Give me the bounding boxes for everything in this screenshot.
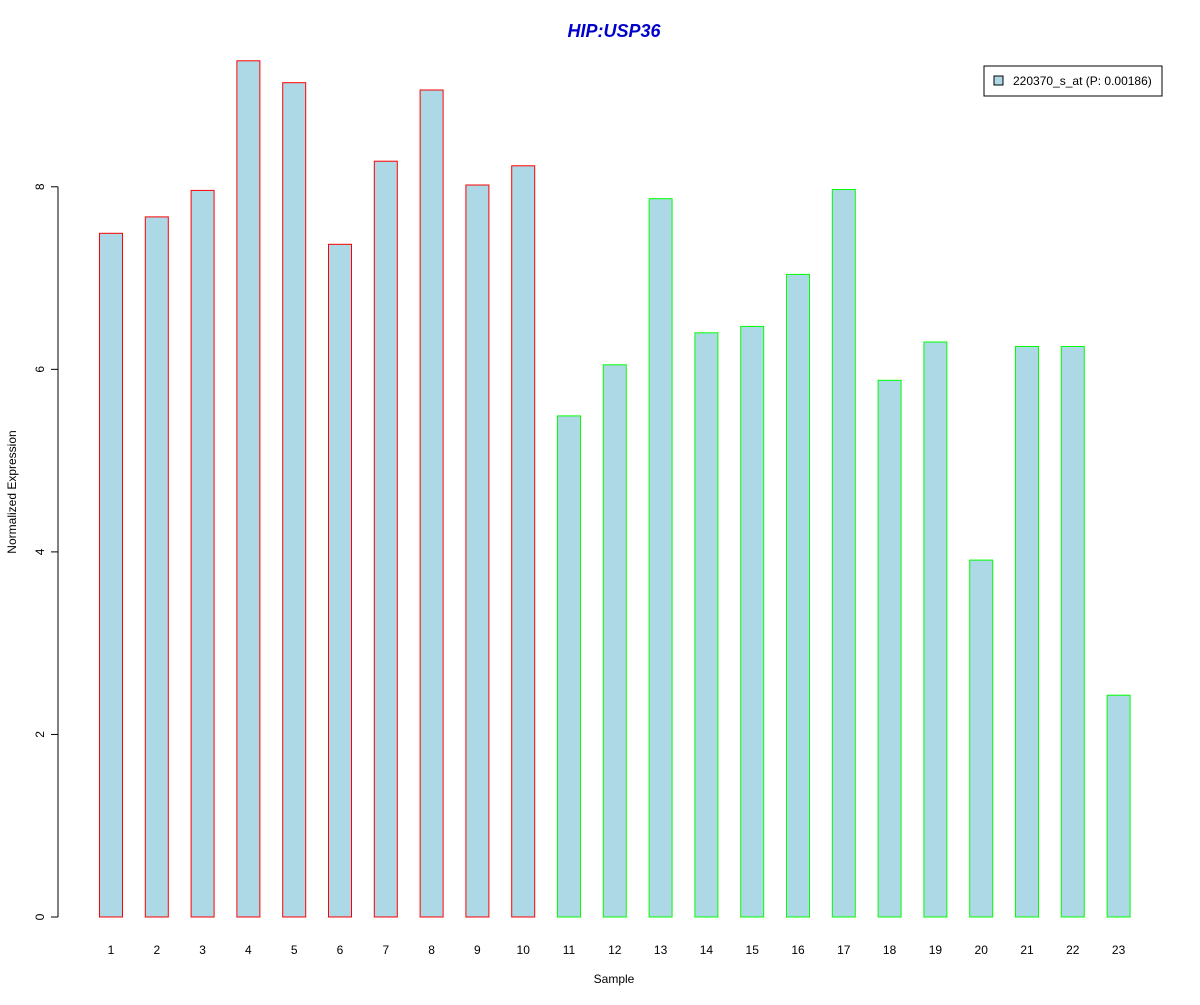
y-axis: 0 2 4 6 8 xyxy=(33,183,59,920)
bar-sample-10 xyxy=(511,165,536,918)
bar-sample-9 xyxy=(465,184,490,918)
legend-swatch xyxy=(993,75,1004,86)
x-tick-label: 2 xyxy=(153,943,160,957)
bar-sample-23 xyxy=(1106,694,1131,918)
bar-sample-7 xyxy=(373,160,398,918)
bar-sample-4 xyxy=(236,60,261,918)
x-tick-label: 16 xyxy=(791,943,805,957)
x-tick-label: 1 xyxy=(108,943,115,957)
x-tick-label: 22 xyxy=(1066,943,1080,957)
x-tick-label: 7 xyxy=(382,943,389,957)
x-tick-label: 21 xyxy=(1020,943,1034,957)
x-tick-label: 6 xyxy=(337,943,344,957)
y-tick-label: 2 xyxy=(33,731,47,738)
bar-sample-18 xyxy=(877,379,902,918)
x-tick-label: 19 xyxy=(929,943,943,957)
x-tick-label: 3 xyxy=(199,943,206,957)
bar-sample-2 xyxy=(144,216,169,918)
x-tick-label: 18 xyxy=(883,943,897,957)
y-tick-label: 8 xyxy=(33,183,47,190)
bar-sample-6 xyxy=(328,243,352,918)
x-tick-label: 10 xyxy=(517,943,531,957)
bar-sample-12 xyxy=(602,364,627,918)
y-tick-label: 6 xyxy=(33,366,47,373)
bar-sample-17 xyxy=(831,189,856,918)
legend-entry: 220370_s_at (P: 0.00186) xyxy=(1013,74,1152,88)
bar-sample-11 xyxy=(557,415,581,918)
bar-sample-19 xyxy=(923,341,948,918)
x-tick-label: 8 xyxy=(428,943,435,957)
x-tick-label: 9 xyxy=(474,943,481,957)
x-axis-label: Sample xyxy=(594,972,635,986)
y-tick-label: 4 xyxy=(33,548,47,555)
bar-sample-20 xyxy=(969,559,994,918)
bar-sample-8 xyxy=(419,89,444,918)
x-tick-label: 14 xyxy=(700,943,714,957)
x-tick-label: 13 xyxy=(654,943,668,957)
y-tick-label: 0 xyxy=(33,913,47,920)
bar-sample-15 xyxy=(740,325,765,918)
bar-sample-14 xyxy=(694,332,719,918)
x-tick-labels: 1 2 3 4 5 6 7 8 9 10 11 12 13 14 15 16 17 18 19 20 21 22 23 xyxy=(108,943,1126,957)
x-tick-label: 12 xyxy=(608,943,622,957)
bars-group xyxy=(99,60,1131,918)
x-tick-label: 23 xyxy=(1112,943,1126,957)
legend-box xyxy=(983,65,1163,97)
chart-title: HIP:USP36 xyxy=(567,21,661,41)
x-tick-label: 4 xyxy=(245,943,252,957)
bar-sample-1 xyxy=(99,232,123,918)
y-axis-label: Normalized Expression xyxy=(5,430,19,553)
x-tick-label: 17 xyxy=(837,943,851,957)
legend: 220370_s_at (P: 0.00186) xyxy=(983,65,1163,97)
x-tick-label: 15 xyxy=(746,943,760,957)
bar-sample-22 xyxy=(1060,346,1085,918)
bar-sample-13 xyxy=(648,198,673,918)
bar-sample-21 xyxy=(1015,346,1039,918)
x-tick-label: 20 xyxy=(975,943,989,957)
bar-sample-16 xyxy=(786,273,810,918)
x-tick-label: 11 xyxy=(563,943,576,957)
bar-sample-5 xyxy=(282,82,307,918)
x-tick-label: 5 xyxy=(291,943,298,957)
bar-sample-3 xyxy=(190,189,215,918)
